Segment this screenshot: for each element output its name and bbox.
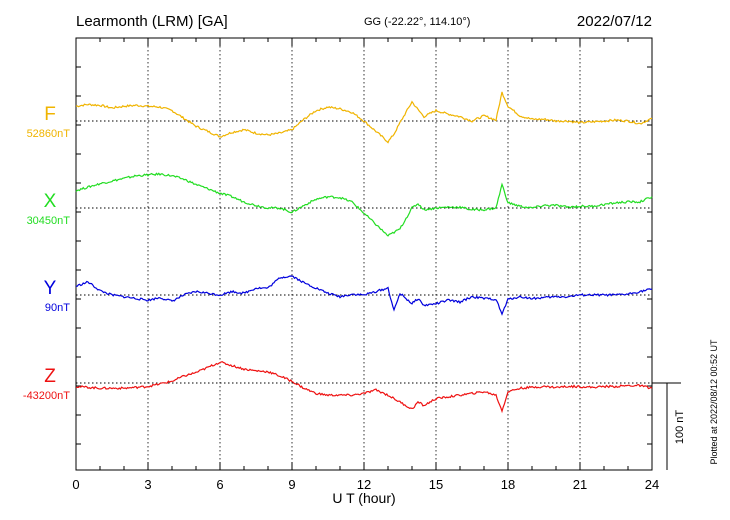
series-name-x: X — [44, 191, 57, 212]
series-lines — [75, 91, 653, 414]
x-tick-label: 9 — [288, 477, 295, 492]
x-tick-label: 18 — [501, 477, 515, 492]
series-name-z: Z — [44, 366, 56, 387]
chart-date: 2022/07/12 — [577, 13, 652, 30]
x-tick-label: 6 — [216, 477, 223, 492]
x-tick-label: 21 — [573, 477, 587, 492]
scale-bar-label: 100 nT — [674, 410, 686, 445]
scale-bar: 100 nT — [652, 382, 686, 470]
series-name-f: F — [44, 104, 56, 125]
baselines — [76, 120, 652, 384]
x-tick-labels: 0 3 6 9 12 15 18 21 24 — [72, 477, 659, 492]
chart-title: Learmonth (LRM) [GA] — [76, 13, 228, 30]
baseline-value-x: 30450nT — [27, 215, 71, 227]
plotted-timestamp: Plotted at 2022/08/12 00:52 UT — [709, 339, 719, 465]
x-tick-label: 0 — [72, 477, 79, 492]
x-tick-label: 15 — [429, 477, 443, 492]
x-tick-label: 12 — [357, 477, 371, 492]
baseline-value-z: -43200nT — [23, 390, 70, 402]
series-line-z — [75, 361, 653, 414]
series-labels: F 52860nT X 30450nT Y 90nT Z -43200nT — [23, 104, 70, 402]
baseline-value-y: 90nT — [45, 302, 70, 314]
x-tick-label: 3 — [144, 477, 151, 492]
baseline-value-f: 52860nT — [27, 128, 71, 140]
station-coordinates: GG (-22.22°, 114.10°) — [364, 16, 470, 28]
series-line-x — [75, 172, 653, 237]
axis-ticks — [75, 38, 653, 470]
x-axis-label: U T (hour) — [332, 490, 395, 506]
x-tick-label: 24 — [645, 477, 659, 492]
grid-lines — [147, 38, 581, 470]
series-name-y: Y — [44, 278, 57, 299]
series-line-y — [75, 275, 653, 316]
series-line-f — [75, 91, 653, 144]
